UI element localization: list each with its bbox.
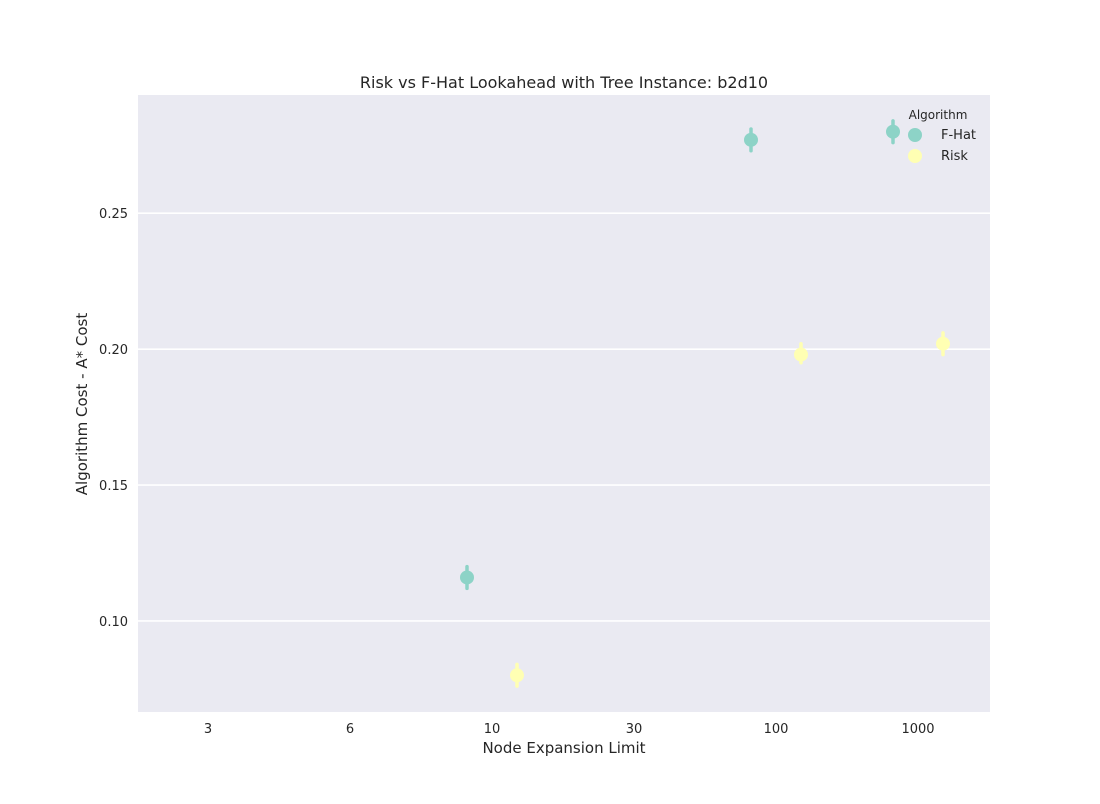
data-point [510,668,524,683]
y-tick-label: 0.15 [99,479,128,494]
x-tick-label: 3 [204,722,212,737]
data-point [460,570,474,585]
x-tick-label: 10 [484,722,501,737]
chart-title: Risk vs F-Hat Lookahead with Tree Instan… [360,73,768,92]
legend-label-risk: Risk [941,149,968,164]
grid-lines [138,212,990,622]
x-tick-label: 6 [346,722,354,737]
data-point [744,132,758,147]
y-tick-label: 0.25 [99,207,128,222]
data-point [794,347,808,362]
y-tick-label: 0.10 [99,615,128,630]
data-point [886,124,900,139]
y-tick-label: 0.20 [99,343,128,358]
legend: Algorithm F-Hat Risk [908,108,976,164]
x-tick-label: 30 [626,722,643,737]
plot-background [138,95,990,712]
x-tick-label: 100 [764,722,789,737]
legend-title: Algorithm [909,108,968,122]
data-point [936,336,950,351]
legend-marker-risk [908,149,922,163]
legend-label-f-hat: F-Hat [941,128,976,143]
x-tick-labels: 3 6 10 30 100 1000 [204,722,935,737]
y-tick-labels: 0.10 0.15 0.20 0.25 [99,207,128,630]
legend-marker-f-hat [908,128,922,142]
x-axis-label: Node Expansion Limit [482,739,645,757]
y-axis-label: Algorithm Cost - A* Cost [73,313,91,496]
x-tick-label: 1000 [901,722,934,737]
data-marks [460,119,950,688]
